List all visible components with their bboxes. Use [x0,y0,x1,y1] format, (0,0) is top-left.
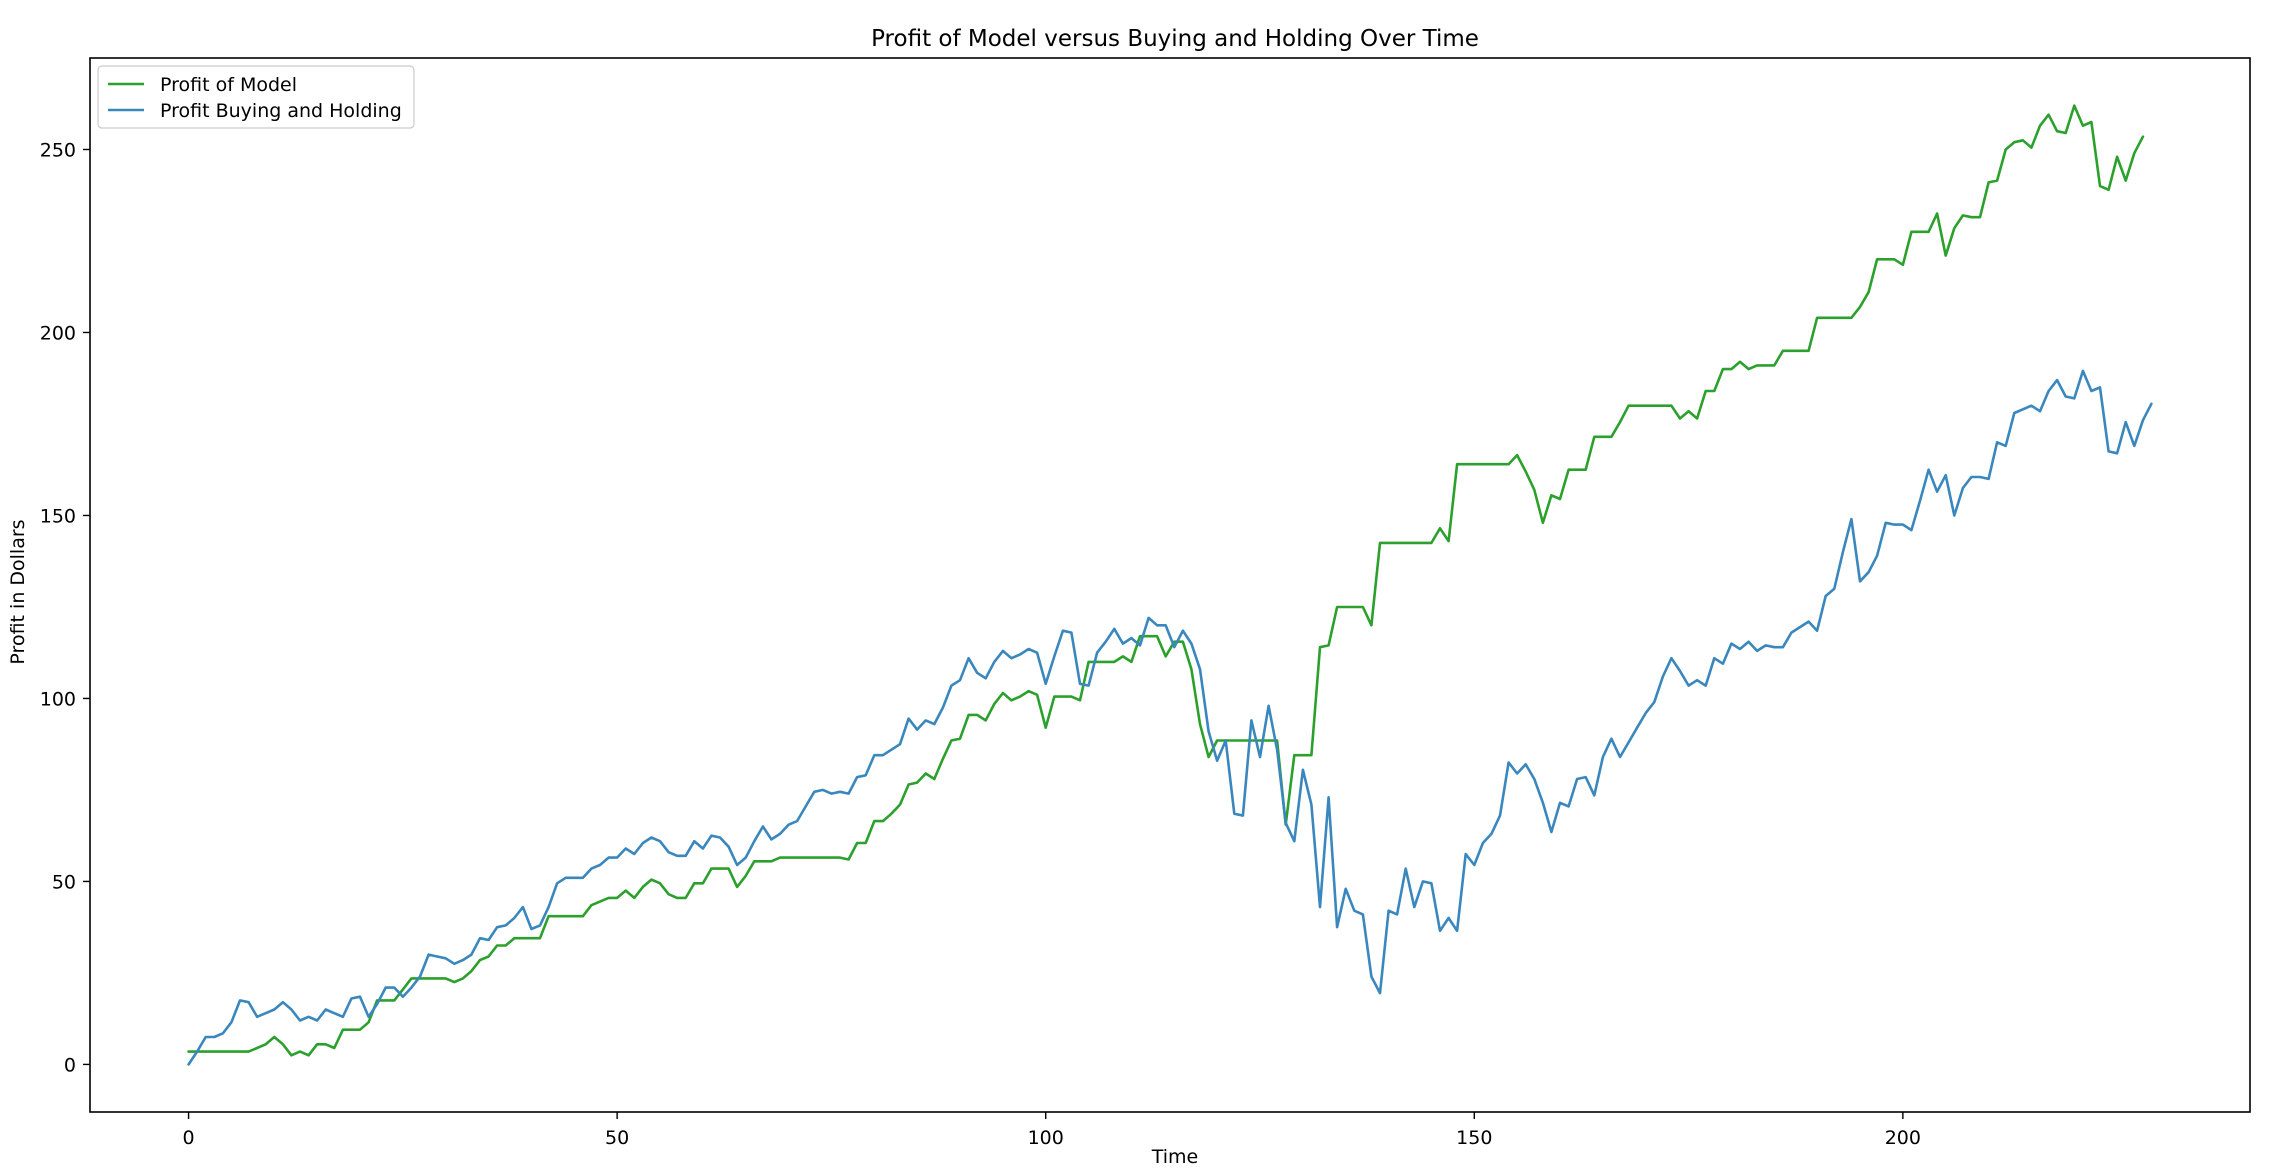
y-tick-label: 200 [40,322,76,344]
x-tick-label: 0 [183,1127,195,1149]
legend: Profit of Model Profit Buying and Holding [97,65,415,129]
plot-frame [89,57,2251,1113]
x-tick-label: 50 [605,1127,629,1149]
x-tick-label: 100 [1028,1127,1064,1149]
plot-lines [187,104,2153,1066]
x-tick-label: 150 [1456,1127,1492,1149]
x-axis-label: Time [1151,1146,1199,1164]
legend-label: Profit Buying and Holding [160,100,402,122]
chart-title: Profit of Model versus Buying and Holdin… [871,26,1479,52]
series-line-0 [187,104,2145,1057]
y-tick-label: 100 [40,688,76,710]
y-axis-label: Profit in Dollars [7,519,29,664]
axis-ticks: 0 50 100 150 200 0 50 100 150 200 250 [40,139,1921,1149]
legend-box [97,65,415,129]
legend-label: Profit of Model [160,74,297,96]
y-tick-label: 0 [64,1054,76,1076]
y-tick-label: 250 [40,139,76,161]
y-tick-label: 50 [52,871,76,893]
x-tick-label: 200 [1885,1127,1921,1149]
series-line-1 [187,369,2153,1066]
y-tick-label: 150 [40,505,76,527]
